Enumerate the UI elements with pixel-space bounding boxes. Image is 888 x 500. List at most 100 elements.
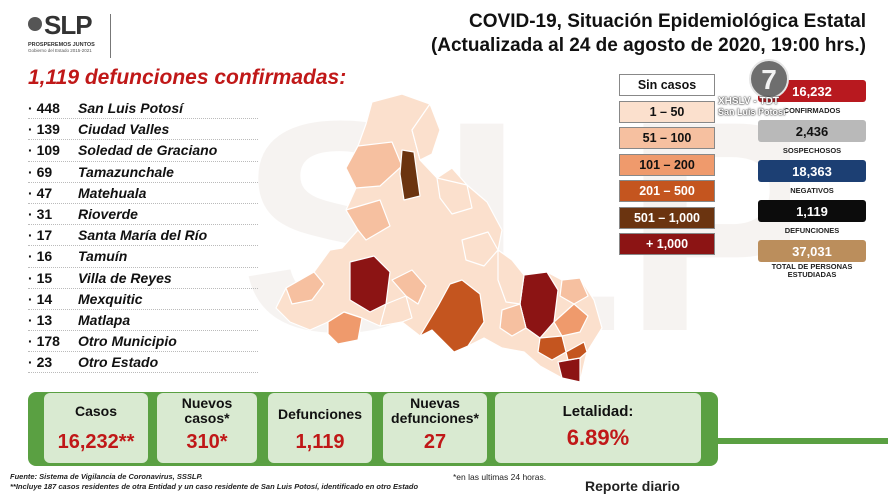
page-title: COVID-19, Situación Epidemiológica Estat… [431, 10, 866, 58]
legend-item: 101 – 200 [619, 153, 715, 176]
footer-source: Fuente: Sistema de Vigilancia de Coronav… [10, 472, 203, 481]
map-legend: Sin casos 1 – 50 51 – 100 101 – 200 201 … [619, 74, 715, 260]
legend-item: 501 – 1,000 [619, 206, 715, 229]
card-deaths: Defunciones 1,119 [268, 393, 372, 463]
municipality-name: Soledad de Graciano [78, 142, 218, 159]
legend-item: 51 – 100 [619, 127, 715, 149]
logo-tagline: PROSPEREMOS JUNTOS [28, 42, 95, 48]
death-count: 15 [28, 270, 78, 286]
map-region [327, 311, 363, 345]
card-label: Letalidad: [562, 403, 634, 420]
municipality-name: Otro Estado [78, 354, 159, 371]
card-value: 310* [186, 431, 228, 453]
death-count: 17 [28, 227, 78, 243]
municipality-name: Matlapa [78, 311, 131, 328]
map-region [345, 141, 403, 189]
legend-item: Sin casos [619, 74, 715, 96]
stat-value-total: 37,031 [758, 240, 866, 262]
death-count: 109 [28, 142, 78, 158]
stat-label-deaths: DEFUNCIONES [784, 226, 840, 235]
death-count: 23 [28, 354, 78, 370]
footer-notes: Fuente: Sistema de Vigilancia de Coronav… [10, 472, 418, 492]
footer-star-note: *en las ultimas 24 horas. [453, 472, 547, 482]
municipality-name: Ciudad Valles [78, 121, 170, 138]
report-label: Reporte diario [585, 478, 680, 494]
card-value: 16,232** [57, 431, 135, 453]
municipality-name: Rioverde [78, 206, 138, 223]
map-region [553, 303, 589, 337]
municipality-name: San Luis Potosí [78, 100, 184, 117]
map-region [285, 271, 325, 305]
card-label: Nuevos casos* [181, 395, 233, 426]
map-region [559, 277, 589, 305]
stat-value-negative: 18,363 [758, 160, 866, 182]
card-label: Casos [74, 403, 118, 419]
footer-note: **Incluye 187 casos residentes de otra E… [10, 482, 419, 491]
map-region [345, 199, 391, 241]
card-new-cases: Nuevos casos* 310* [157, 393, 257, 463]
municipality-name: Otro Municipio [78, 333, 177, 350]
logo-emblem-icon [28, 17, 42, 31]
death-count: 16 [28, 248, 78, 264]
card-lethality: Letalidad: 6.89% [495, 393, 701, 463]
channel-caption: XHSLV - TDT San Luis Potosí [718, 97, 786, 118]
map-region [565, 341, 588, 361]
stat-value-deaths: 1,119 [758, 200, 866, 222]
card-new-deaths: Nuevas defunciones* 27 [383, 393, 487, 463]
map-region [461, 231, 499, 267]
map-region [436, 177, 473, 215]
death-count: 69 [28, 164, 78, 180]
channel-number: 7 [761, 64, 777, 95]
death-count: 178 [28, 333, 78, 349]
death-count: 14 [28, 291, 78, 307]
legend-item: 1 – 50 [619, 100, 715, 123]
summary-bar-line [700, 438, 888, 444]
stat-label-suspected: SOSPECHOSOS [782, 146, 842, 155]
municipality-name: Villa de Reyes [78, 269, 172, 286]
stat-label-total: TOTAL DE PERSONAS ESTUDIADAS [771, 262, 853, 279]
municipality-name: Mexquitic [78, 290, 143, 307]
map-region [391, 269, 427, 305]
stat-value-suspected: 2,436 [758, 120, 866, 142]
logo-brand: SLP [44, 10, 93, 40]
stat-label-confirmed: CONFIRMADOS [783, 106, 841, 115]
stat-label-negative: NEGATIVOS [790, 186, 834, 195]
slp-logo: SLP PROSPEREMOS JUNTOS Gobierno del Esta… [28, 10, 108, 62]
card-value: 1,119 [295, 431, 345, 453]
card-cases: Casos 16,232** [44, 393, 148, 463]
map-region [399, 149, 421, 201]
card-label: Defunciones [277, 406, 362, 422]
death-count: 31 [28, 206, 78, 222]
deaths-heading: 1,119 defunciones confirmadas: [28, 66, 347, 89]
map-region [499, 303, 527, 337]
card-label: Nuevas defunciones* [391, 395, 479, 426]
logo-divider [110, 14, 111, 58]
state-map [275, 93, 603, 383]
map-region [537, 335, 567, 361]
title-line-1: COVID-19, Situación Epidemiológica Estat… [469, 11, 866, 32]
card-value: 6.89% [566, 425, 630, 450]
card-value: 27 [423, 431, 447, 453]
logo-subline: Gobierno del Estado 2015-2021 [28, 48, 92, 53]
municipality-name: Tamuín [78, 248, 128, 265]
legend-item: + 1,000 [619, 233, 715, 255]
map-region [411, 103, 441, 161]
map-region [379, 295, 413, 327]
map-region [557, 357, 581, 383]
channel-city: San Luis Potosí [718, 107, 786, 117]
death-count: 139 [28, 121, 78, 137]
legend-item: 201 – 500 [619, 180, 715, 202]
death-count: 47 [28, 185, 78, 201]
